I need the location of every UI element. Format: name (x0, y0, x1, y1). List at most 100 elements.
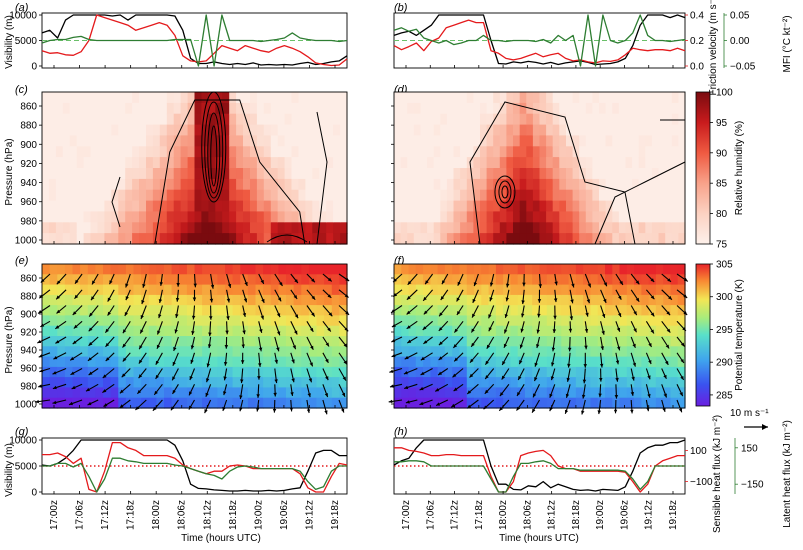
rh-cell (188, 146, 196, 158)
rh-cell (305, 146, 313, 158)
theta-cell (532, 398, 540, 409)
theta-cell (286, 326, 294, 337)
rh-cell (104, 157, 112, 169)
theta-cell (503, 387, 511, 398)
theta-cell (641, 285, 649, 296)
theta-cell (278, 387, 286, 398)
rh-cell (434, 201, 441, 213)
rh-cell (285, 211, 293, 223)
rh-cell (292, 125, 300, 137)
theta-cell (583, 264, 591, 275)
rh-cell (222, 92, 230, 104)
rh-cell (139, 157, 147, 169)
rh-cell (285, 179, 293, 191)
rh-cell (678, 168, 685, 180)
theta-cell (561, 315, 569, 326)
colorbar-rh-tick-label-3: 90 (716, 148, 728, 159)
theta-cell (518, 264, 526, 275)
rh-cell (566, 211, 573, 223)
rh-cell (118, 125, 126, 137)
rh-cell (645, 146, 652, 158)
rh-cell (427, 233, 434, 245)
theta-cell (620, 336, 628, 347)
rh-cell (70, 135, 78, 147)
rh-cell (91, 190, 99, 202)
theta-cell (256, 285, 264, 296)
theta-cell (649, 398, 657, 409)
ylabel-e: Pressure (hPa) (4, 306, 15, 373)
rh-cell (626, 125, 633, 137)
rh-cell (104, 211, 112, 223)
rh-cell (639, 92, 646, 104)
wind-vector-head (341, 409, 344, 413)
theta-cell (57, 264, 65, 275)
rh-cell (146, 222, 154, 234)
rh-cell (526, 157, 533, 169)
rh-cell (421, 222, 428, 234)
rh-cell (652, 146, 659, 158)
rh-cell (559, 92, 566, 104)
theta-cell (233, 387, 241, 398)
rh-cell (440, 146, 447, 158)
theta-cell (445, 295, 453, 306)
theta-cell (547, 295, 555, 306)
rh-cell (652, 135, 659, 147)
theta-cell (134, 398, 142, 409)
theta-cell (301, 377, 309, 388)
rh-cell (500, 135, 507, 147)
rh-cell (229, 168, 237, 180)
rh-cell (639, 114, 646, 126)
theta-cell (590, 398, 598, 409)
theta-cell (576, 336, 584, 347)
theta-cell (118, 315, 126, 326)
rh-cell (533, 135, 540, 147)
rh-cell (579, 233, 586, 245)
x-tick-label-right-10: 19:12z (644, 500, 655, 530)
theta-cell (294, 367, 302, 378)
rh-cell (125, 168, 133, 180)
rh-cell (118, 114, 126, 126)
rh-cell (167, 179, 175, 191)
rh-cell (626, 92, 633, 104)
rh-cell (546, 222, 553, 234)
rh-cell (181, 201, 189, 213)
wind-key-arrowhead (762, 424, 768, 430)
rh-cell (553, 201, 560, 213)
theta-cell (339, 315, 347, 326)
panel-label-c: (c) (15, 84, 28, 96)
rh-cell (49, 211, 57, 223)
theta-cell (263, 377, 271, 388)
rh-cell (447, 157, 454, 169)
theta-cell (88, 264, 96, 275)
rh-cell (257, 125, 265, 137)
rh-cell (125, 211, 133, 223)
theta-cell (416, 377, 424, 388)
theta-cell (317, 274, 325, 285)
rh-cell (340, 125, 348, 137)
rh-cell (427, 125, 434, 137)
theta-cell (452, 346, 460, 357)
rh-cell (454, 179, 461, 191)
rh-cell (98, 103, 106, 115)
theta-cell (111, 264, 119, 275)
theta-cell (111, 326, 119, 337)
rh-cell (104, 125, 112, 137)
rh-cell (111, 146, 119, 158)
rh-cell (678, 125, 685, 137)
theta-cell (605, 346, 613, 357)
rh-cell (559, 146, 566, 158)
theta-cell (294, 357, 302, 368)
theta-cell (317, 264, 325, 275)
theta-cell (263, 346, 271, 357)
rh-cell (401, 233, 408, 245)
theta-cell (605, 264, 613, 275)
theta-cell (627, 264, 635, 275)
rh-cell (333, 114, 341, 126)
rh-cell (257, 211, 265, 223)
theta-cell (248, 377, 256, 388)
rh-cell (333, 201, 341, 213)
rh-cell (98, 92, 106, 104)
rh-cell (460, 211, 467, 223)
rh-cell (250, 233, 258, 245)
theta-cell (286, 295, 294, 306)
